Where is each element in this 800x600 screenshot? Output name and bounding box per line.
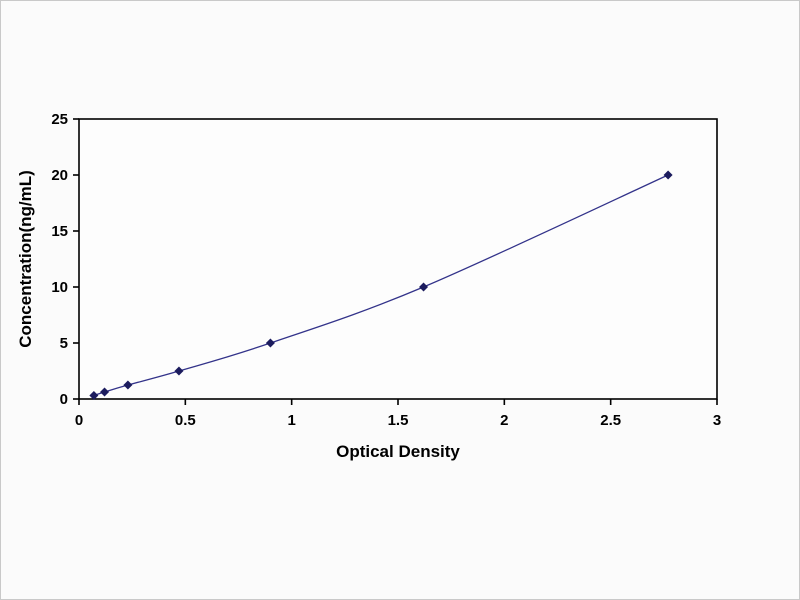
x-tick-label: 2 [500, 412, 508, 429]
x-tick-label: 1.5 [388, 412, 409, 429]
data-point-marker [265, 338, 275, 348]
y-axis-title: Concentration(ng/mL) [16, 170, 35, 348]
plot-area: 0 0.5 1 1.5 2 2.5 3 0 5 10 15 20 25 [51, 111, 721, 429]
x-tick-label: 3 [713, 412, 721, 429]
data-point-marker [419, 282, 429, 292]
data-point-marker [123, 380, 133, 390]
curve-line [93, 174, 669, 397]
y-tick-label: 20 [51, 167, 68, 184]
x-tick-label: 2.5 [600, 412, 621, 429]
y-tick-label: 5 [60, 335, 68, 352]
x-tick-label: 0 [75, 412, 83, 429]
x-axis-title: Optical Density [336, 442, 460, 461]
y-tick-label: 0 [60, 391, 68, 408]
data-point-marker [663, 170, 673, 180]
x-tick-label: 0.5 [175, 412, 196, 429]
y-tick-label: 25 [51, 111, 68, 128]
data-point-marker [174, 366, 184, 376]
x-tick-label: 1 [287, 412, 295, 429]
data-point-marker [89, 391, 99, 401]
data-point-marker [100, 387, 110, 397]
plot-border [78, 118, 718, 400]
y-tick-label: 10 [51, 279, 68, 296]
y-tick-label: 15 [51, 223, 68, 240]
